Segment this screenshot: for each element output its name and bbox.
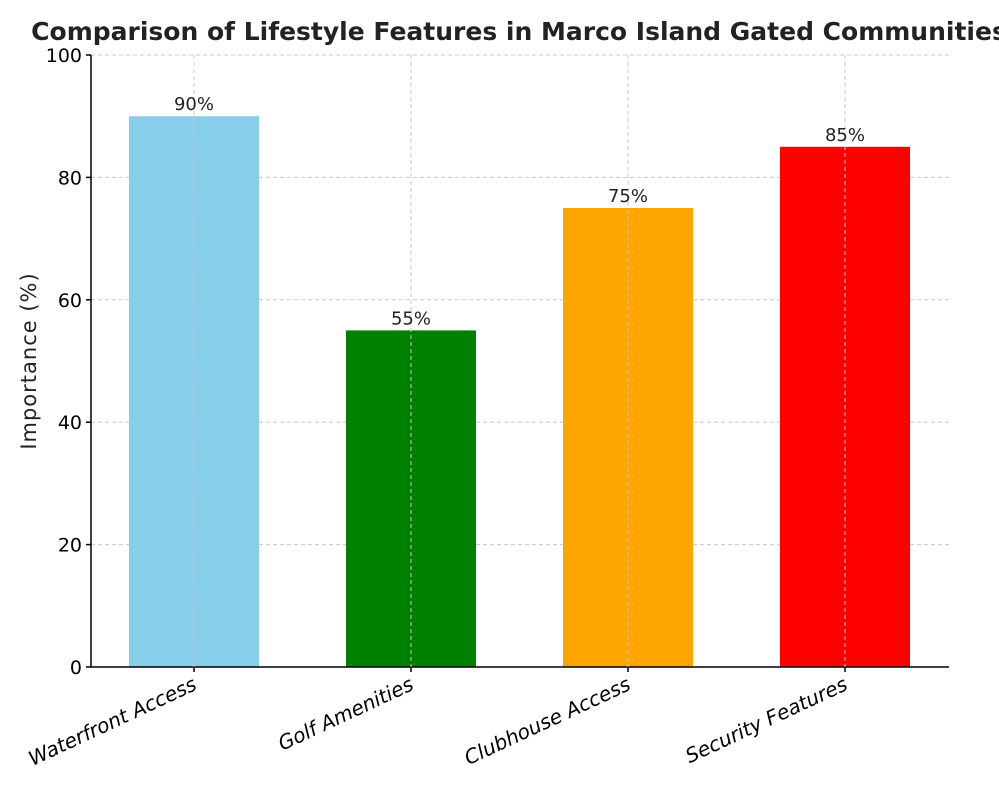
data-labels: 90% 55% 75% 85% (174, 55, 865, 667)
y-tick-labels: 0 20 40 60 80 100 (46, 45, 91, 679)
x-tick-label: Clubhouse Access (460, 672, 634, 770)
bars (129, 116, 910, 668)
data-label: 55% (391, 308, 431, 329)
y-tick-label: 20 (58, 535, 82, 557)
y-tick-label: 0 (70, 657, 82, 679)
data-label: 85% (825, 125, 865, 146)
x-tick-labels: Waterfront Access Golf Amenities Clubhouse… (25, 667, 851, 771)
y-axis-label: Importance (%) (17, 272, 41, 449)
x-tick-label: Golf Amenities (274, 672, 417, 756)
data-label: 90% (174, 94, 214, 115)
bar (563, 208, 693, 667)
x-tick-label: Security Features (681, 672, 851, 768)
chart-title: Comparison of Lifestyle Features in Marc… (31, 17, 999, 46)
y-tick-label: 100 (46, 45, 82, 67)
y-tick-label: 60 (58, 290, 82, 312)
y-tick-label: 40 (58, 412, 82, 434)
data-label: 75% (608, 186, 648, 207)
x-tick-label: Waterfront Access (25, 672, 201, 771)
axes (90, 55, 949, 668)
y-tick-label: 80 (58, 167, 82, 189)
